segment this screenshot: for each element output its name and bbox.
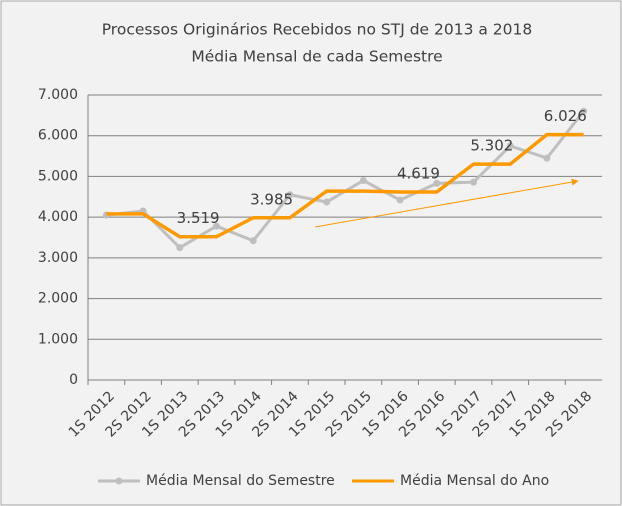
data-label: 3.519 (177, 209, 220, 227)
data-label: 4.619 (397, 164, 440, 182)
series-marker (286, 191, 294, 199)
legend-label: Média Mensal do Ano (400, 473, 549, 489)
series-marker (323, 198, 331, 206)
series-marker (580, 107, 588, 115)
series-marker (470, 178, 477, 186)
series-marker (213, 222, 220, 230)
data-label: 6.026 (544, 107, 587, 125)
chart-subtitle: Média Mensal de cada Semestre (191, 48, 442, 66)
series-marker (506, 142, 514, 150)
series-line (106, 132, 584, 239)
y-tick-label: 5.000 (38, 168, 78, 184)
series-marker (176, 244, 184, 252)
y-tick-label: 3.000 (38, 250, 78, 266)
y-tick-label: 7.000 (38, 87, 78, 103)
data-label: 3.985 (250, 190, 293, 208)
chart-title: Processos Originários Recebidos no STJ d… (102, 21, 533, 39)
series-marker (543, 154, 551, 162)
legend-label: Média Mensal do Semestre (146, 473, 335, 489)
y-tick-label: 1.000 (38, 331, 78, 347)
series-marker (433, 179, 441, 187)
y-tick-label: 6.000 (38, 128, 78, 144)
series-marker (359, 177, 367, 184)
y-tick-label: 2.000 (38, 291, 78, 307)
series-marker (396, 196, 404, 204)
series-marker (249, 237, 257, 245)
y-tick-label: 0 (69, 372, 78, 388)
legend-marker (115, 477, 123, 485)
data-label: 5.302 (470, 137, 513, 155)
trend-arrow (314, 178, 579, 228)
y-tick-label: 4.000 (38, 209, 78, 225)
